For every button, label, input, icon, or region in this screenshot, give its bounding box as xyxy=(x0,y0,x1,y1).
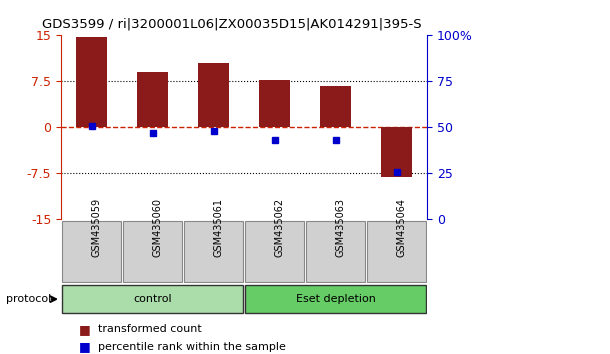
Text: GSM435064: GSM435064 xyxy=(396,198,406,257)
Text: Eset depletion: Eset depletion xyxy=(296,294,375,304)
Text: GSM435060: GSM435060 xyxy=(152,198,162,257)
Text: GSM435062: GSM435062 xyxy=(274,198,284,257)
Text: transformed count: transformed count xyxy=(98,324,201,334)
FancyBboxPatch shape xyxy=(62,285,243,314)
FancyBboxPatch shape xyxy=(123,221,182,282)
Bar xyxy=(259,80,290,127)
Bar xyxy=(198,63,229,127)
FancyBboxPatch shape xyxy=(245,285,426,314)
Text: ■: ■ xyxy=(79,323,91,336)
FancyBboxPatch shape xyxy=(367,221,426,282)
Text: GSM435059: GSM435059 xyxy=(92,198,101,257)
FancyBboxPatch shape xyxy=(306,221,365,282)
Text: control: control xyxy=(133,294,172,304)
Bar xyxy=(76,36,107,127)
Text: GDS3599 / ri|3200001L06|ZX00035D15|AK014291|395-S: GDS3599 / ri|3200001L06|ZX00035D15|AK014… xyxy=(42,18,422,31)
Text: ■: ■ xyxy=(79,341,91,353)
FancyBboxPatch shape xyxy=(245,221,304,282)
Bar xyxy=(137,72,168,127)
FancyBboxPatch shape xyxy=(184,221,243,282)
Text: GSM435061: GSM435061 xyxy=(214,198,223,257)
FancyBboxPatch shape xyxy=(62,221,121,282)
Bar xyxy=(320,86,351,127)
Text: protocol: protocol xyxy=(6,294,51,304)
Text: GSM435063: GSM435063 xyxy=(336,198,345,257)
Bar xyxy=(381,127,412,177)
Text: percentile rank within the sample: percentile rank within the sample xyxy=(98,342,285,352)
